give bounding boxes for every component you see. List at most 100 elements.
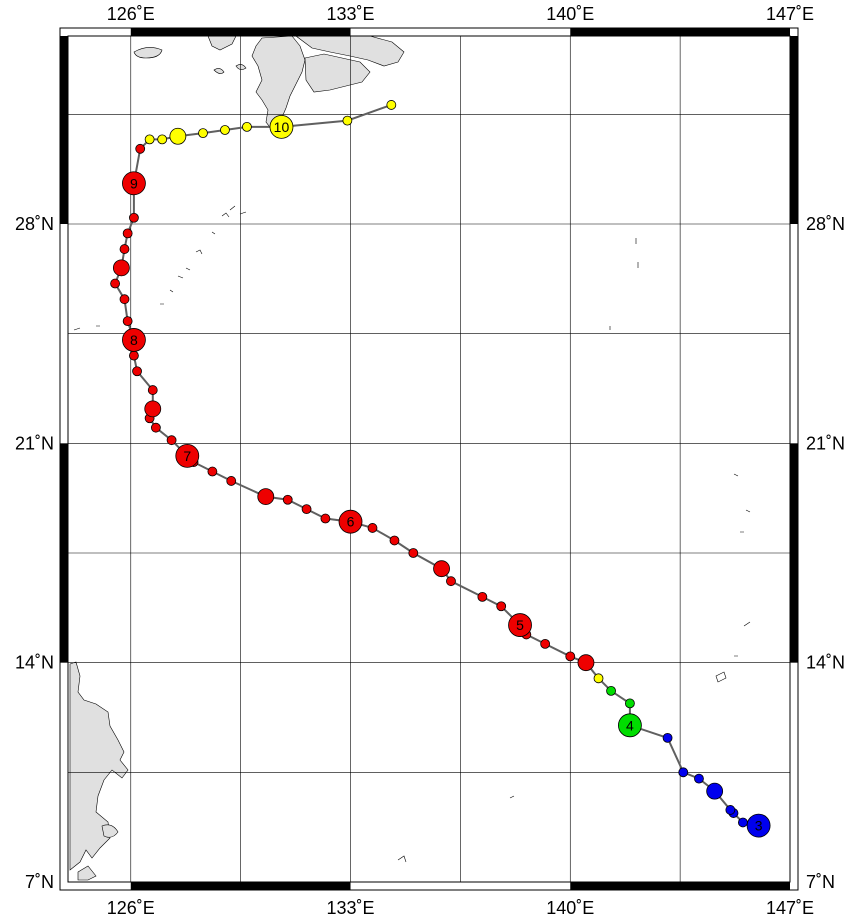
latitude-label: 28˚N — [15, 214, 54, 234]
shikoku-island — [304, 53, 371, 93]
ryukyu-islets — [160, 205, 247, 305]
track-day-label: 10 — [274, 119, 290, 135]
track-day-label: 3 — [755, 818, 763, 834]
track-day-label: 5 — [516, 617, 524, 633]
track-point — [577, 654, 595, 672]
track-point — [725, 805, 736, 815]
track-point — [110, 278, 120, 289]
frame-segment — [130, 882, 351, 890]
track-point — [540, 638, 551, 649]
map-frame — [59, 27, 799, 891]
track-point — [706, 782, 724, 800]
latitude-label: 7˚N — [806, 872, 835, 892]
track-point — [198, 128, 208, 139]
track-point — [132, 366, 142, 377]
track-point — [175, 443, 200, 468]
latitude-label: 14˚N — [15, 653, 54, 673]
small-island — [235, 64, 247, 70]
track-day-label: 7 — [183, 448, 191, 464]
latitude-label: 21˚N — [806, 433, 845, 453]
latitude-label: 14˚N — [806, 653, 845, 673]
track-point — [122, 316, 133, 327]
track-point — [157, 134, 168, 145]
track-point — [618, 713, 642, 738]
frame-segment — [790, 36, 798, 224]
longitude-label: 126˚E — [107, 4, 155, 24]
track-point — [226, 476, 237, 486]
track-point — [367, 523, 378, 533]
track-point — [282, 494, 293, 505]
track-point — [129, 350, 139, 361]
latitude-label: 28˚N — [806, 214, 845, 234]
jeju-island — [133, 47, 163, 59]
frame-segment — [790, 443, 798, 663]
track-point — [389, 535, 400, 546]
longitude-label: 126˚E — [107, 898, 155, 918]
track-point — [301, 504, 312, 515]
philippine-island — [77, 865, 97, 881]
frame-segment — [60, 443, 68, 663]
track-point — [746, 813, 771, 838]
track-point — [119, 244, 130, 254]
latitude-label: 21˚N — [15, 433, 54, 453]
longitude-label: 147˚E — [766, 898, 814, 918]
track-point — [220, 125, 230, 135]
track-point — [122, 328, 146, 352]
track-day-label: 4 — [626, 717, 634, 733]
track-point — [320, 513, 331, 524]
longitude-label: 133˚E — [326, 898, 374, 918]
track-point — [565, 651, 576, 662]
latitude-label: 7˚N — [25, 872, 54, 892]
track-point — [112, 259, 130, 277]
track-point — [593, 673, 604, 684]
track-point — [477, 591, 488, 602]
track-point — [122, 171, 146, 196]
track-day-label: 9 — [130, 175, 138, 191]
track-point — [446, 576, 456, 587]
frame-segment — [570, 882, 790, 890]
track-point — [662, 732, 673, 743]
track-point — [625, 698, 635, 709]
honshu-island — [295, 35, 405, 67]
track-point — [386, 100, 397, 110]
korea-coast — [207, 35, 237, 51]
track-point — [150, 422, 161, 433]
track-point — [166, 435, 177, 446]
track-point — [129, 212, 139, 223]
track-point — [257, 488, 275, 506]
longitude-label: 133˚E — [326, 4, 374, 24]
typhoon-track-line — [113, 103, 759, 827]
track-point — [242, 121, 252, 132]
track-point — [738, 817, 748, 828]
land-masses — [69, 35, 405, 881]
track-point — [144, 400, 162, 418]
track-point — [207, 466, 218, 477]
track-point — [269, 114, 294, 139]
luzon-island — [69, 661, 129, 871]
frame-segment — [570, 28, 790, 36]
longitude-label: 140˚E — [546, 4, 594, 24]
track-day-label: 8 — [130, 332, 138, 348]
typhoon-track-points: 3 4 5 6 7 8 9 10 — [110, 100, 771, 838]
track-point — [342, 115, 353, 126]
frame-segment — [60, 36, 68, 224]
track-point — [122, 228, 133, 239]
axis-labels: 126˚E 126˚E 133˚E 133˚E 140˚E 140˚E 147˚E 147˚E… — [15, 4, 845, 918]
track-point — [496, 601, 507, 612]
track-point — [119, 294, 130, 305]
philippine-island — [101, 824, 119, 838]
small-islands — [73, 205, 751, 863]
longitude-label: 147˚E — [766, 4, 814, 24]
track-point — [508, 613, 532, 637]
track-point — [606, 685, 616, 696]
track-point — [678, 767, 689, 778]
track-point — [338, 509, 363, 534]
track-day-label: 6 — [347, 514, 355, 530]
track-point — [135, 143, 146, 154]
track-point — [147, 385, 158, 395]
track-point — [144, 134, 155, 145]
track-point — [694, 773, 704, 784]
longitude-label: 140˚E — [546, 898, 594, 918]
small-island — [213, 68, 225, 74]
